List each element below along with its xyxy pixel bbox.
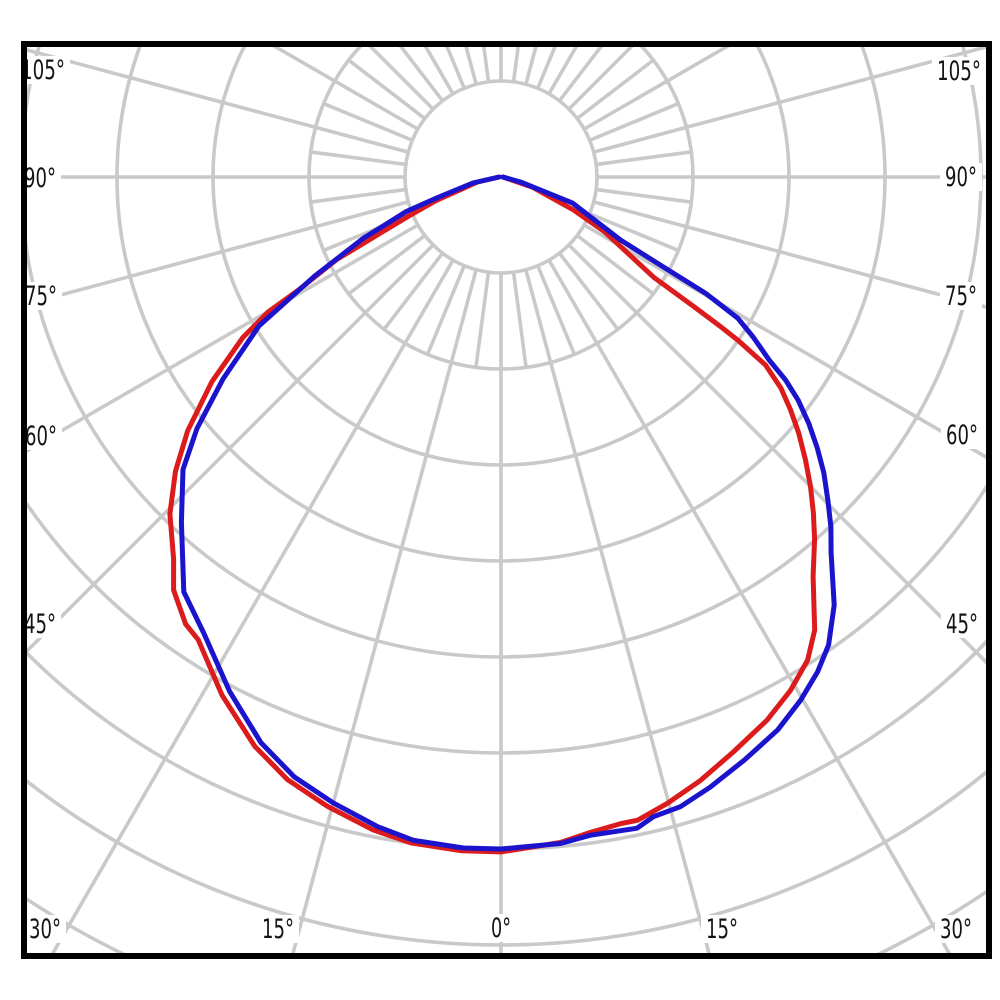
angle-label: 60° <box>946 420 978 451</box>
angle-label-mask <box>486 914 516 942</box>
angle-label-mask <box>257 915 299 943</box>
plot-frame <box>21 41 992 959</box>
angle-label: 30° <box>940 914 972 945</box>
grid-spoke-minor <box>589 212 680 253</box>
angle-labels: 105° 90° 75° 60° 45° 105° 90° 75° 60° 45° 30° 15° 0°… <box>16 55 986 945</box>
grid-spoke-minor <box>558 47 604 102</box>
grid-spoke-major <box>291 269 478 953</box>
angle-label-mask <box>941 610 983 638</box>
grid-spoke-minor <box>536 47 557 89</box>
grid-spoke-minor <box>474 271 491 368</box>
grid-spoke-minor <box>558 252 620 331</box>
grid-spoke-minor <box>347 58 426 120</box>
grid-spoke-minor <box>482 47 491 83</box>
angle-label-mask <box>24 915 66 943</box>
grid-spoke-minor <box>576 234 655 296</box>
angle-label: 105° <box>937 56 981 87</box>
grid-spoke-minor <box>595 187 692 204</box>
grid-spoke-minor <box>425 265 466 356</box>
angle-label: 30° <box>29 914 61 945</box>
angle-label-mask <box>932 57 986 85</box>
grid-spoke-major <box>27 48 409 154</box>
angle-label: 75° <box>25 281 57 312</box>
grid-spoke-major <box>593 47 986 154</box>
grid-spoke-minor <box>347 234 426 296</box>
angle-label: 90° <box>945 162 977 193</box>
grid-spoke-minor <box>576 58 655 120</box>
grid-spoke-minor <box>398 47 444 102</box>
grid-spoke-major <box>27 243 435 654</box>
grid-spoke-minor <box>511 47 520 83</box>
grid-spoke-minor <box>536 265 577 356</box>
grid-spoke-major <box>567 243 986 665</box>
grid-spoke-minor <box>310 187 407 204</box>
angle-label-mask <box>701 915 743 943</box>
angle-label: 45° <box>24 609 56 640</box>
grid-spoke-minor <box>589 101 680 142</box>
grid-spoke-minor <box>322 101 413 142</box>
angle-label: 75° <box>945 281 977 312</box>
grid-spoke-minor <box>382 252 444 331</box>
angle-label: 60° <box>25 421 57 452</box>
angle-label: 15° <box>706 914 738 945</box>
grid-spoke-major <box>547 259 952 953</box>
grid-spoke-minor <box>511 271 528 368</box>
angle-label-mask <box>940 163 982 191</box>
angle-label: 15° <box>262 914 294 945</box>
angle-label: 0° <box>491 913 511 944</box>
grid-spoke-minor <box>310 150 407 167</box>
curve-red <box>167 174 818 855</box>
grid-spoke-major <box>524 269 711 953</box>
grid-spoke-minor <box>445 47 466 89</box>
curve-blue <box>178 174 837 852</box>
angle-label: 45° <box>946 609 978 640</box>
angle-label-mask <box>940 282 982 310</box>
angle-label: 105° <box>21 55 65 86</box>
grid-spoke-major <box>27 200 409 306</box>
grid-spoke-major <box>583 47 730 131</box>
grid-spoke-minor <box>595 150 692 167</box>
grid-spoke-major <box>50 259 455 953</box>
angle-label: 90° <box>24 163 56 194</box>
angle-label-mask <box>935 915 977 943</box>
grid-spoke-major <box>593 200 986 309</box>
grid-spoke-major <box>272 47 419 131</box>
angle-label-mask <box>941 421 983 449</box>
